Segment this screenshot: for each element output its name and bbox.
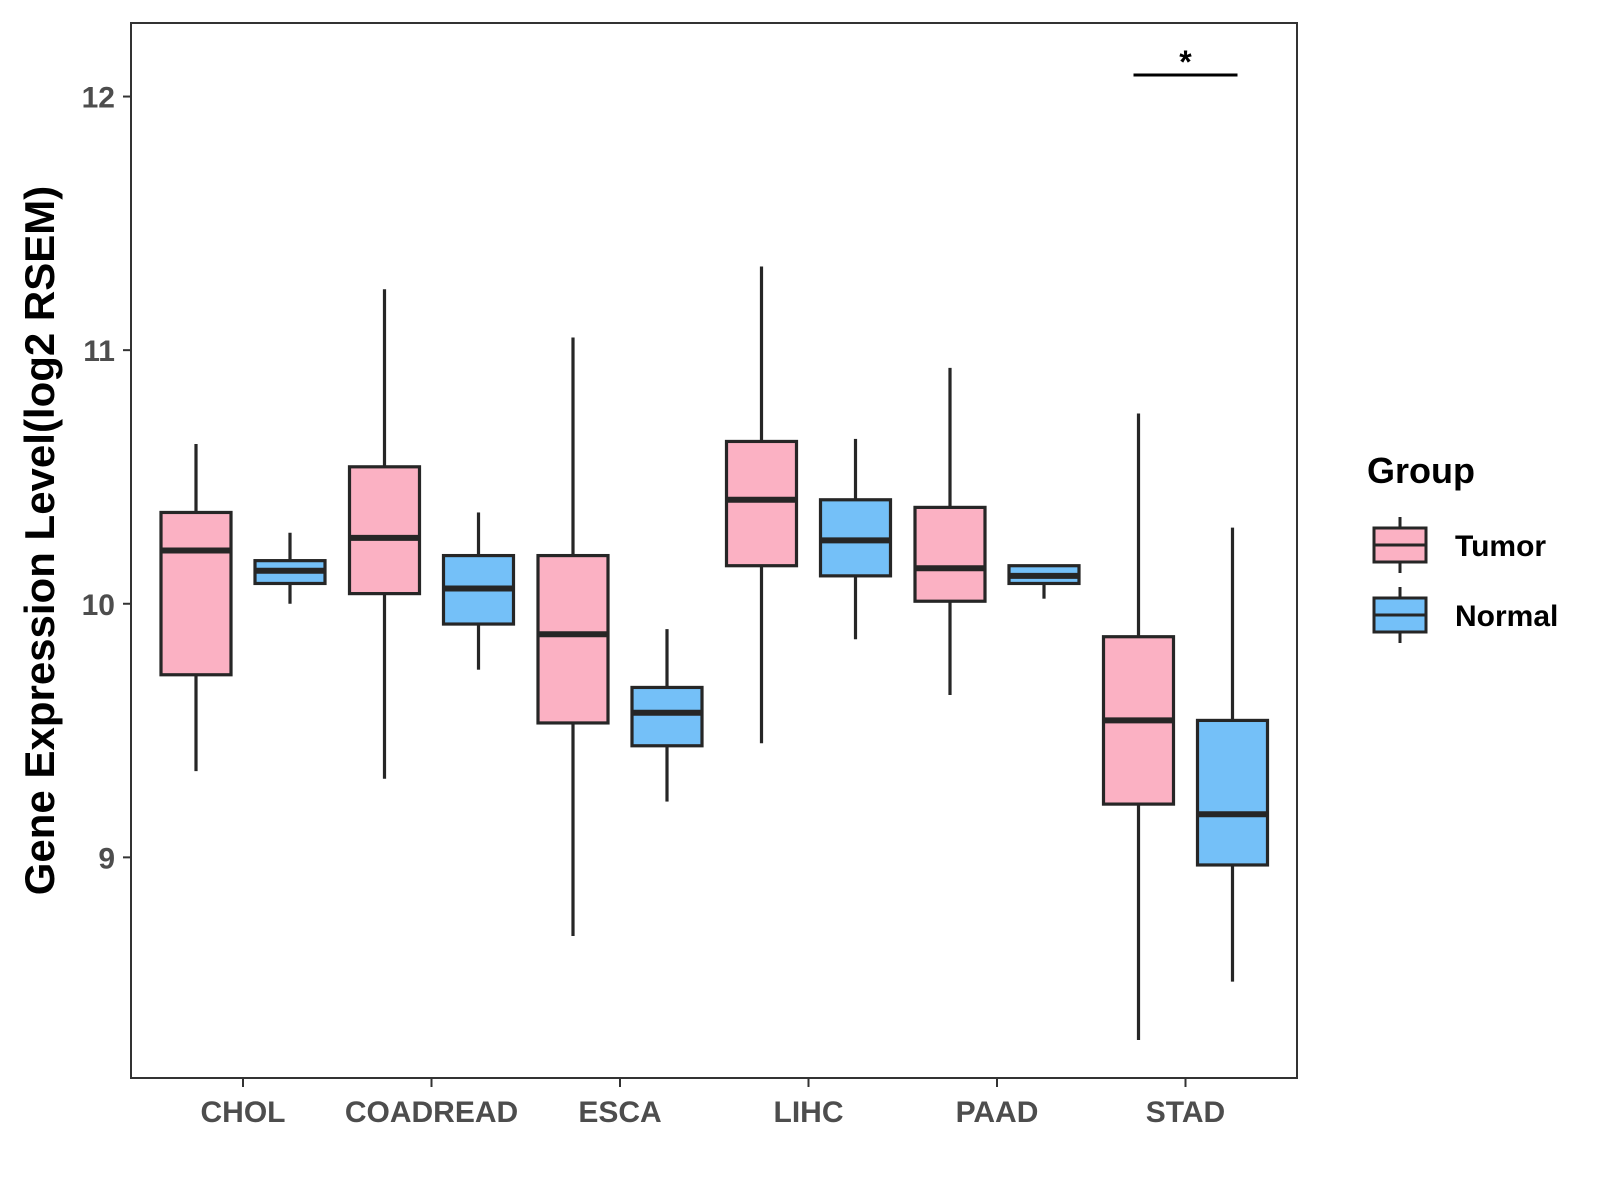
legend-title: Group bbox=[1367, 450, 1475, 491]
x-tick-label: CHOL bbox=[201, 1096, 286, 1129]
box-tumor-coadread bbox=[347, 289, 422, 779]
box-iqr bbox=[159, 510, 233, 677]
box-iqr bbox=[1195, 718, 1270, 867]
box-iqr bbox=[913, 505, 987, 603]
box-normal-esca bbox=[630, 629, 704, 802]
x-tick-label: LIHC bbox=[774, 1096, 844, 1129]
box-tumor-chol bbox=[159, 443, 233, 772]
box-normal-chol bbox=[253, 532, 327, 604]
legend-item-normal: Normal bbox=[1372, 587, 1558, 643]
box-tumor-lihc bbox=[724, 266, 799, 744]
plot-panel-border bbox=[130, 22, 1298, 1079]
box-iqr bbox=[536, 553, 610, 725]
box-normal-paad bbox=[1007, 564, 1081, 599]
legend-item-tumor: Tumor bbox=[1372, 517, 1546, 573]
box-normal-coadread bbox=[441, 512, 516, 670]
y-tick-label: 9 bbox=[98, 842, 115, 875]
box-iqr bbox=[724, 439, 799, 568]
box-normal-lihc bbox=[818, 438, 893, 640]
legend-label: Tumor bbox=[1455, 530, 1546, 563]
box-tumor-esca bbox=[536, 337, 610, 936]
x-tick-label: PAAD bbox=[956, 1096, 1039, 1129]
x-tick-label: ESCA bbox=[578, 1096, 661, 1129]
box-iqr bbox=[630, 685, 704, 748]
box-tumor-paad bbox=[913, 367, 987, 696]
y-tick-label: 12 bbox=[82, 82, 115, 115]
box-normal-stad bbox=[1195, 527, 1270, 982]
x-tick-label: COADREAD bbox=[345, 1096, 518, 1129]
box-iqr bbox=[347, 465, 422, 596]
y-tick-label: 11 bbox=[83, 335, 115, 368]
box-tumor-stad bbox=[1101, 413, 1176, 1040]
x-tick-label: STAD bbox=[1146, 1096, 1225, 1129]
legend: Group Tumor Normal bbox=[1367, 450, 1558, 643]
y-tick-label: 10 bbox=[82, 589, 115, 622]
y-axis-title: Gene Expression Level(log2 RSEM) bbox=[16, 186, 63, 896]
significance-label: * bbox=[1179, 44, 1192, 80]
legend-label: Normal bbox=[1455, 600, 1558, 633]
